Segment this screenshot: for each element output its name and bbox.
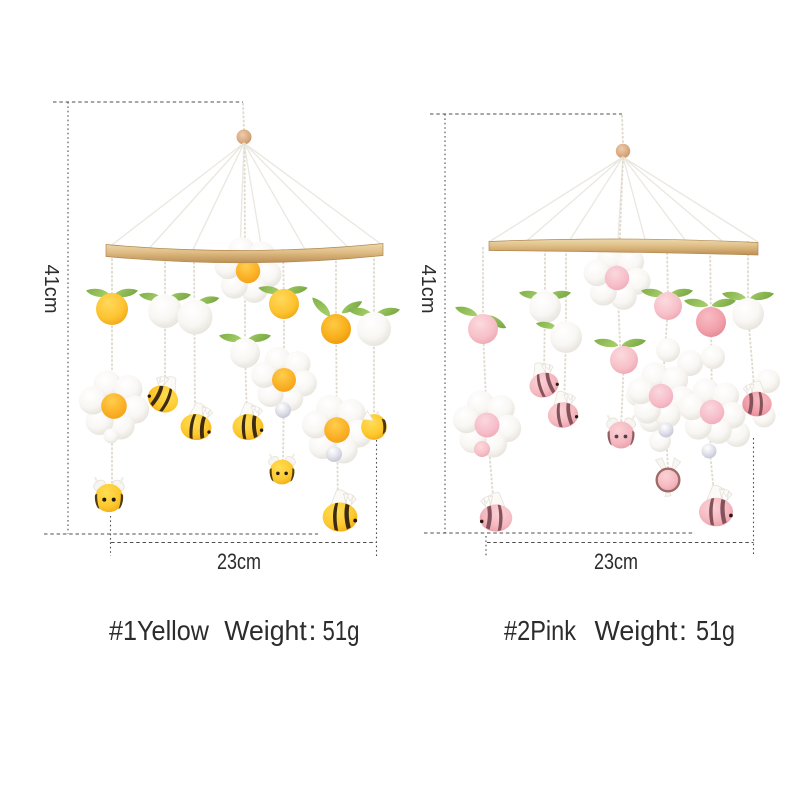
svg-text:Weight: Weight: [224, 615, 307, 646]
svg-text:41cm: 41cm: [417, 265, 439, 314]
svg-text:Weight: Weight: [595, 615, 678, 646]
svg-text:41cm: 41cm: [40, 265, 62, 314]
svg-text::: :: [309, 615, 317, 646]
svg-text:#2Pink: #2Pink: [504, 615, 577, 646]
svg-text:#1Yellow: #1Yellow: [109, 615, 210, 646]
svg-text:23cm: 23cm: [217, 549, 261, 574]
svg-text:51g: 51g: [323, 615, 360, 646]
svg-text::: :: [679, 615, 687, 646]
svg-text:23cm: 23cm: [594, 549, 638, 574]
svg-text:51g: 51g: [696, 615, 735, 646]
